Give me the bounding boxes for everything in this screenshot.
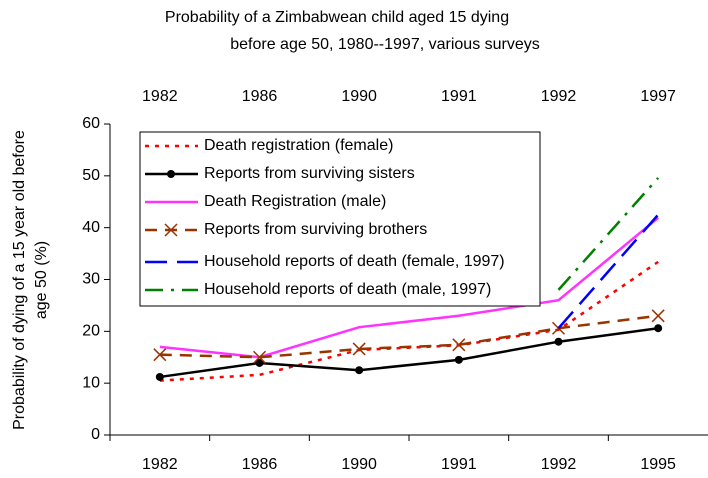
marker <box>654 324 663 333</box>
legend: Death registration (female) Reports from … <box>139 131 541 307</box>
marker <box>454 355 463 364</box>
chart-title: before age 50, 1980--1997, various surve… <box>230 36 540 53</box>
marker <box>252 350 267 364</box>
marker <box>452 338 466 352</box>
x2-tick-label: 1997 <box>640 88 676 105</box>
x-tick-label: 1991 <box>441 456 477 473</box>
legend-label: Household reports of death (male, 1997) <box>204 281 491 298</box>
y-tick-label: 60 <box>82 115 100 132</box>
x-tick-label: 1986 <box>242 456 278 473</box>
y-label-line: age 50 (%) <box>33 241 50 319</box>
x2-tick-label: 1992 <box>541 88 577 105</box>
chart-title: Probability of a Zimbabwean child aged 1… <box>165 9 509 26</box>
x2-tick-label: 1991 <box>441 88 477 105</box>
legend-box <box>139 131 541 307</box>
marker <box>153 348 167 362</box>
legend-label: Reports from surviving brothers <box>204 221 427 238</box>
series-line <box>557 213 660 330</box>
legend-marker <box>167 170 175 178</box>
series-line <box>159 326 659 379</box>
legend-label: Household reports of death (female, 1997… <box>204 253 505 270</box>
x2-tick-label: 1986 <box>242 88 278 105</box>
legend-label: Death registration (female) <box>204 137 393 154</box>
legend-label: Death Registration (male) <box>204 193 386 210</box>
x-tick-label: 1995 <box>640 456 676 473</box>
x2-tick-label: 1982 <box>142 88 178 105</box>
x-tick-label: 1990 <box>341 456 377 473</box>
y-tick-label: 50 <box>82 167 100 184</box>
y-tick-label: 20 <box>82 323 100 340</box>
y-tick-label: 40 <box>82 219 100 236</box>
marker <box>255 358 264 367</box>
legend-marker <box>164 223 178 237</box>
marker <box>352 342 366 356</box>
legend-label: Reports from surviving sisters <box>204 165 415 182</box>
x-tick-label: 1992 <box>541 456 577 473</box>
y-tick-label: 30 <box>82 271 100 288</box>
marker <box>355 366 364 375</box>
x-tick-label: 1982 <box>142 456 178 473</box>
marker <box>554 337 563 346</box>
series-line <box>159 216 659 359</box>
series-line <box>557 177 660 291</box>
y-label-line: Probability of dying of a 15 year old be… <box>11 130 28 430</box>
y-label: Probability of dying of a 15 year old be… <box>11 130 50 430</box>
marker <box>651 309 665 323</box>
x2-tick-label: 1990 <box>341 88 377 105</box>
series-line <box>159 314 659 359</box>
y-tick-label: 0 <box>91 426 100 443</box>
y-tick-label: 10 <box>82 374 100 391</box>
marker <box>155 372 164 381</box>
